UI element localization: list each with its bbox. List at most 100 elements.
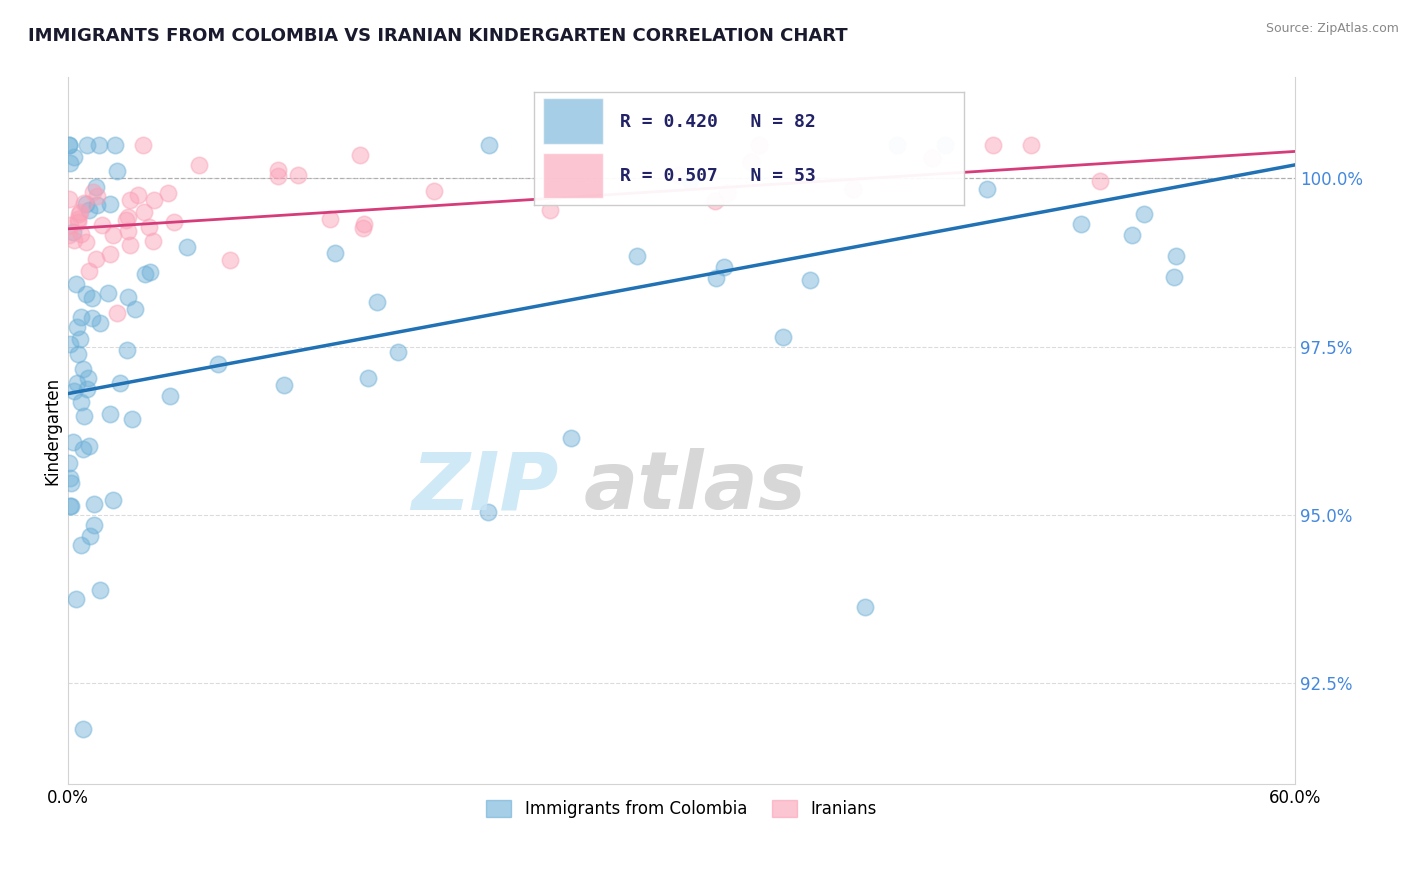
Point bbox=[117, 224, 139, 238]
Point bbox=[97, 285, 120, 300]
Point bbox=[66, 376, 89, 390]
Point bbox=[841, 181, 863, 195]
Text: Source: ZipAtlas.com: Source: ZipAtlas.com bbox=[1265, 22, 1399, 36]
Point bbox=[716, 186, 738, 201]
Point bbox=[60, 475, 83, 490]
Point bbox=[139, 265, 162, 279]
Point bbox=[66, 347, 89, 361]
Point bbox=[63, 384, 86, 398]
Point bbox=[63, 150, 86, 164]
Point bbox=[67, 215, 90, 229]
Point bbox=[157, 186, 180, 200]
Point bbox=[62, 434, 84, 449]
Point bbox=[69, 538, 91, 552]
Point bbox=[626, 249, 648, 263]
Point bbox=[58, 137, 80, 152]
Point bbox=[188, 158, 211, 172]
Point bbox=[59, 499, 82, 513]
Point bbox=[976, 182, 998, 196]
Point bbox=[70, 310, 93, 324]
Point bbox=[76, 137, 98, 152]
Point bbox=[138, 220, 160, 235]
Point bbox=[79, 528, 101, 542]
Point bbox=[80, 311, 103, 326]
Point bbox=[422, 184, 444, 198]
Point bbox=[77, 263, 100, 277]
Point bbox=[1070, 217, 1092, 231]
Point bbox=[1166, 249, 1188, 263]
Point bbox=[87, 137, 110, 152]
Point bbox=[668, 168, 690, 182]
Point bbox=[387, 345, 409, 359]
Point bbox=[77, 370, 100, 384]
Point bbox=[127, 187, 149, 202]
Point bbox=[75, 197, 97, 211]
Point bbox=[853, 600, 876, 615]
Point bbox=[934, 137, 956, 152]
Point bbox=[65, 277, 87, 291]
Point bbox=[538, 202, 561, 217]
Point bbox=[353, 218, 375, 232]
Point bbox=[67, 207, 90, 221]
Text: ZIP: ZIP bbox=[412, 448, 558, 526]
Point bbox=[58, 192, 80, 206]
Point bbox=[1019, 138, 1042, 153]
Point bbox=[143, 194, 166, 208]
Point bbox=[72, 362, 94, 376]
Point bbox=[98, 247, 121, 261]
Point bbox=[349, 148, 371, 162]
Point bbox=[1088, 174, 1111, 188]
Point bbox=[121, 412, 143, 426]
Point bbox=[132, 204, 155, 219]
Point bbox=[59, 336, 82, 351]
Point bbox=[86, 180, 108, 194]
Point bbox=[981, 137, 1004, 152]
Point bbox=[76, 382, 98, 396]
Point bbox=[58, 457, 80, 471]
Point bbox=[118, 237, 141, 252]
Point bbox=[921, 151, 943, 165]
Point bbox=[60, 499, 83, 513]
Point bbox=[58, 227, 80, 242]
Point bbox=[704, 194, 727, 208]
Legend: Immigrants from Colombia, Iranians: Immigrants from Colombia, Iranians bbox=[479, 793, 883, 825]
Point bbox=[82, 185, 104, 199]
Point bbox=[267, 169, 290, 183]
Point bbox=[69, 205, 91, 219]
Point bbox=[287, 168, 309, 182]
Point bbox=[69, 332, 91, 346]
Point bbox=[101, 492, 124, 507]
Point bbox=[82, 291, 104, 305]
Point bbox=[66, 319, 89, 334]
Point bbox=[352, 220, 374, 235]
Point bbox=[740, 154, 762, 169]
Point bbox=[120, 193, 142, 207]
Point bbox=[142, 234, 165, 248]
Point bbox=[70, 395, 93, 409]
Point bbox=[748, 137, 770, 152]
Point bbox=[323, 245, 346, 260]
Point bbox=[89, 316, 111, 330]
Point bbox=[59, 470, 82, 484]
Point bbox=[69, 227, 91, 241]
Point bbox=[73, 196, 96, 211]
Point bbox=[83, 497, 105, 511]
Point bbox=[1133, 206, 1156, 220]
Point bbox=[115, 212, 138, 227]
Point bbox=[267, 162, 290, 177]
Point bbox=[357, 371, 380, 385]
Point bbox=[86, 189, 108, 203]
Point bbox=[772, 329, 794, 343]
Y-axis label: Kindergarten: Kindergarten bbox=[44, 376, 60, 484]
Point bbox=[477, 505, 499, 519]
Text: atlas: atlas bbox=[583, 448, 806, 526]
Point bbox=[886, 137, 908, 152]
Point bbox=[159, 389, 181, 403]
Point bbox=[1121, 227, 1143, 242]
Text: IMMIGRANTS FROM COLOMBIA VS IRANIAN KINDERGARTEN CORRELATION CHART: IMMIGRANTS FROM COLOMBIA VS IRANIAN KIND… bbox=[28, 27, 848, 45]
Point bbox=[713, 260, 735, 274]
Point bbox=[75, 287, 97, 301]
Point bbox=[89, 582, 111, 597]
Point bbox=[105, 164, 128, 178]
Point bbox=[73, 409, 96, 423]
